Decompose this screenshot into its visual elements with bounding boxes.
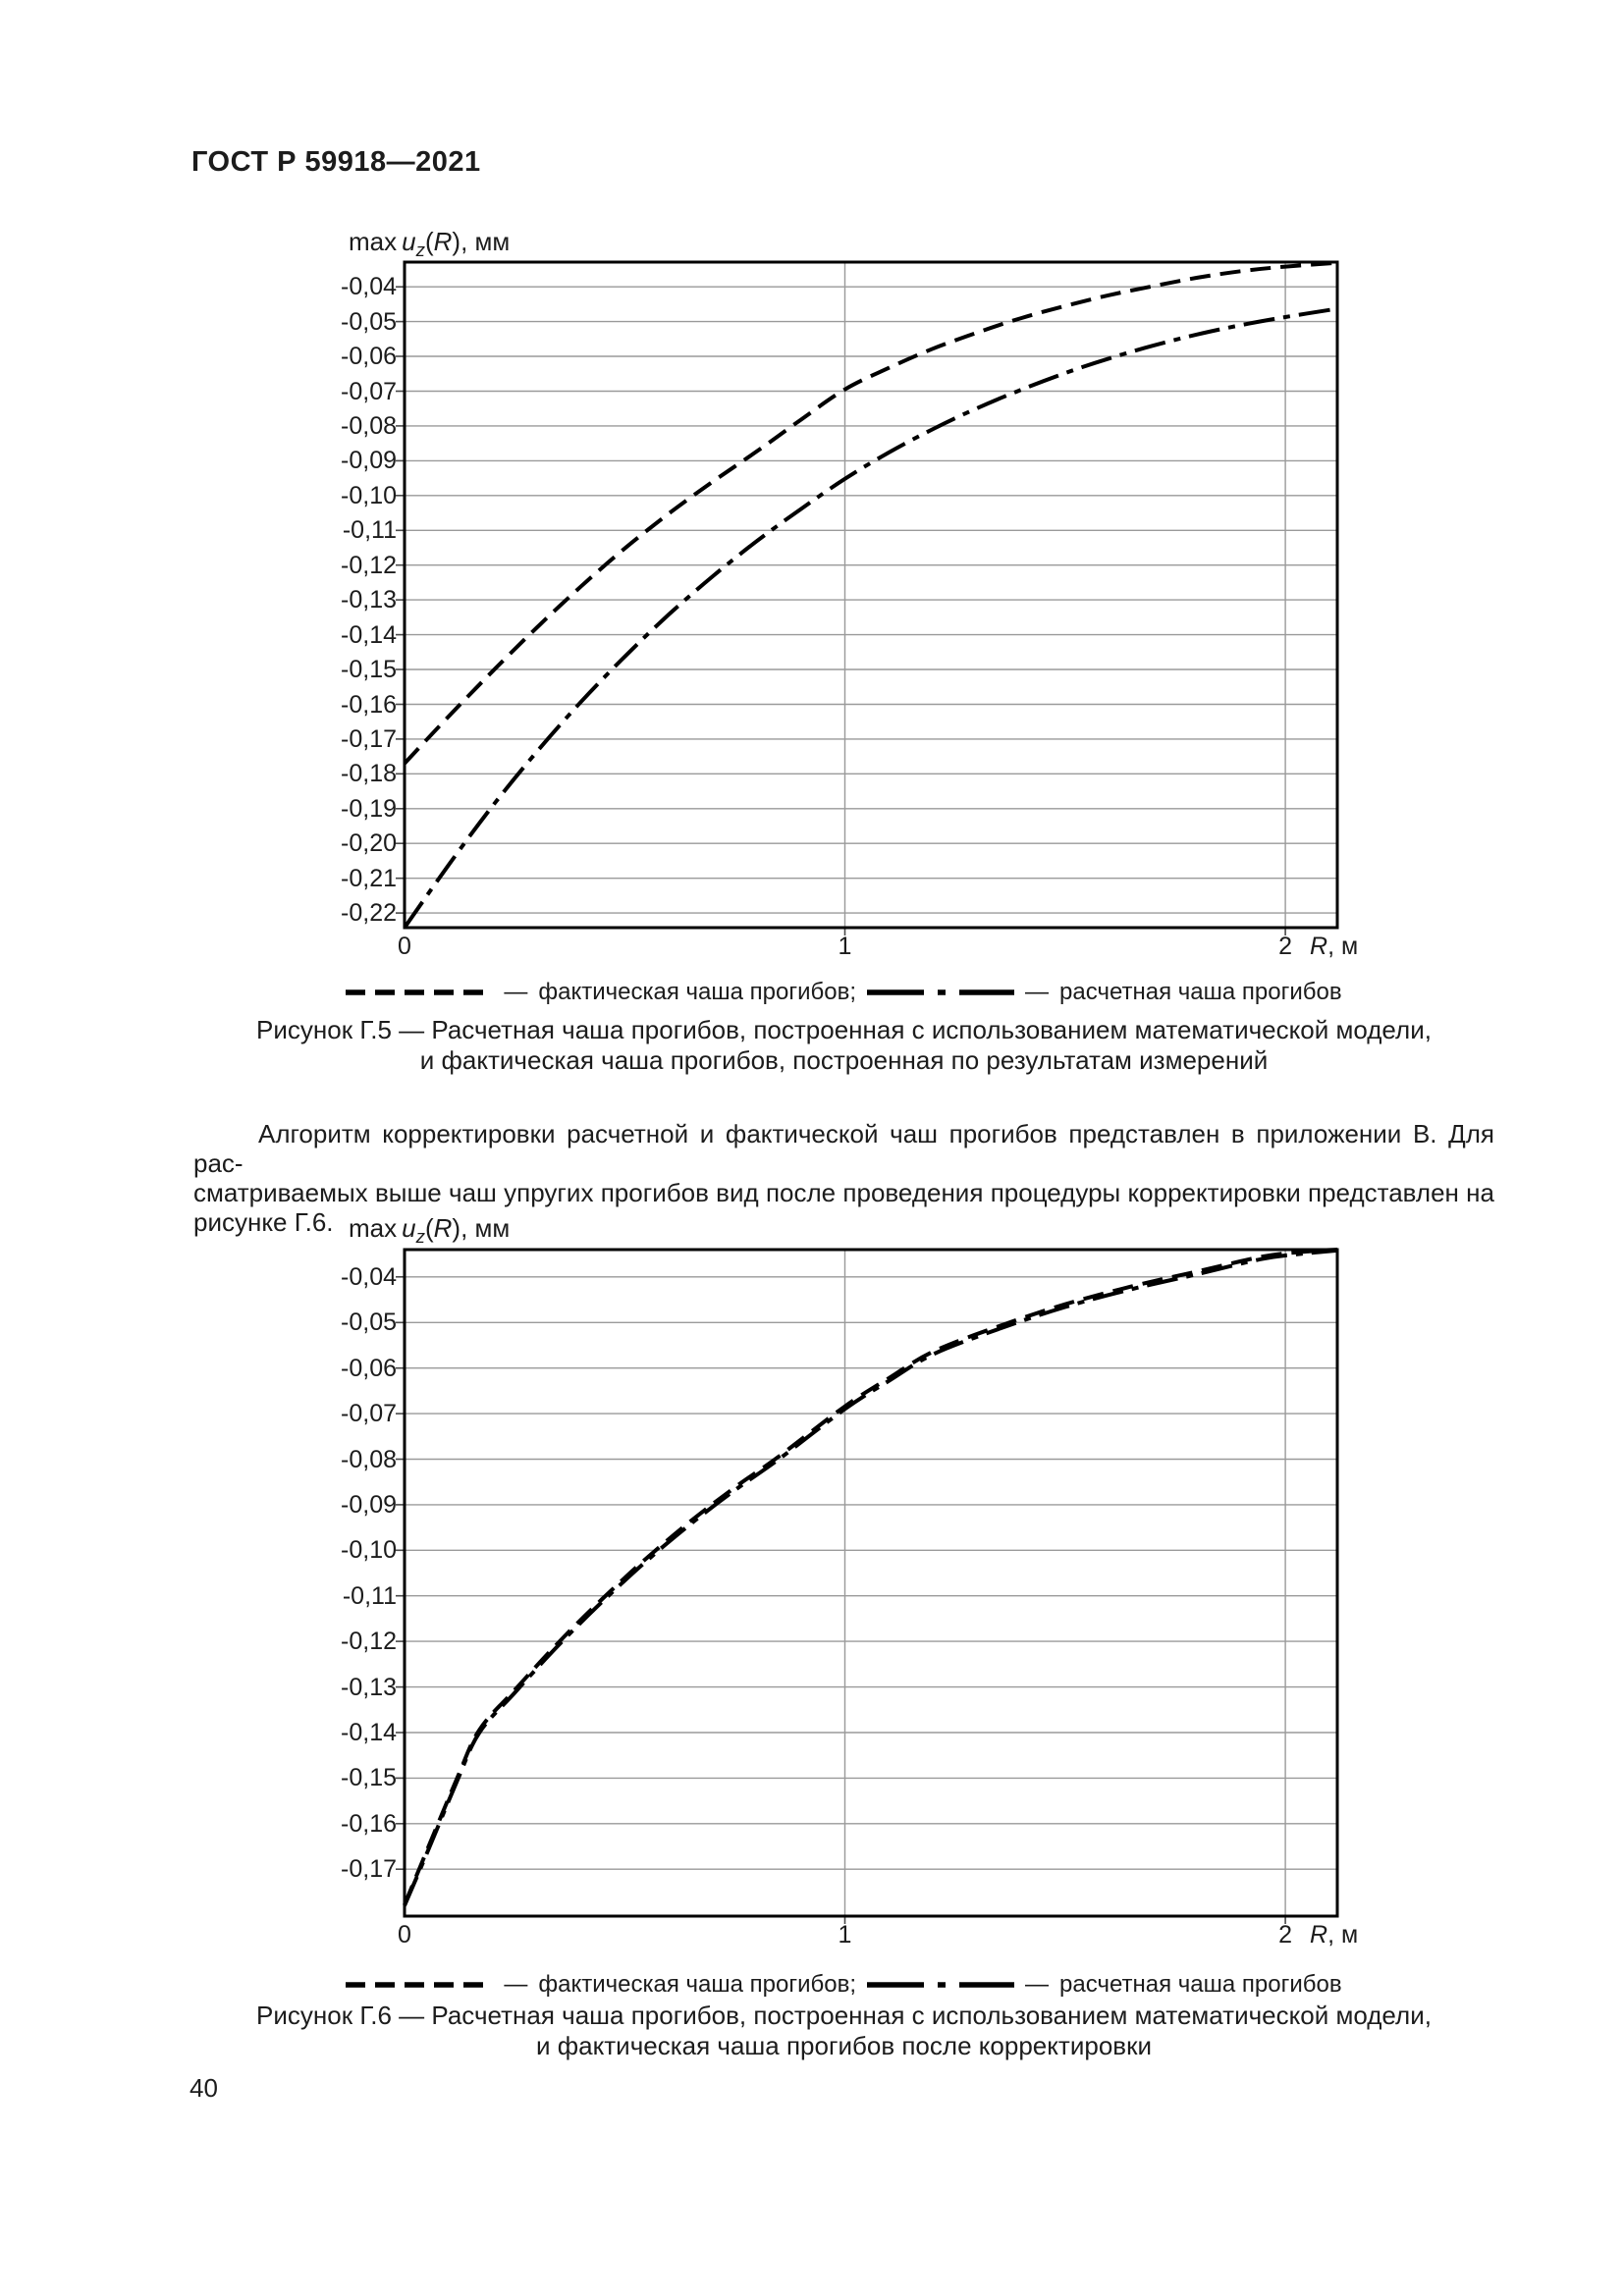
- y-tick-label: -0,14: [341, 1719, 397, 1746]
- y-tick-label: -0,10: [341, 1536, 397, 1565]
- y-tick-label: -0,07: [341, 1400, 397, 1428]
- x-axis-tick-labels: 0 1 2: [398, 928, 1337, 961]
- figure-g6-caption: Рисунок Г.6 — Расчетная чаша прогибов, п…: [193, 2001, 1494, 2061]
- curve-dashed: [403, 260, 1338, 766]
- page-number: 40: [189, 2073, 218, 2103]
- y-tick-label: -0,12: [341, 1628, 397, 1656]
- legend-separator: —: [1025, 979, 1050, 1005]
- y-tick-label: -0,07: [341, 377, 397, 405]
- y-tick-label: -0,17: [341, 724, 397, 753]
- x-axis-unit-label: R, м: [1310, 933, 1359, 960]
- axis-title-prefix: max: [349, 1213, 398, 1243]
- legend-separator: —: [1025, 1971, 1050, 1998]
- x-tick-label: 1: [838, 1921, 852, 1949]
- y-tick-label: -0,05: [341, 307, 397, 336]
- document-header: ГОСТ Р 59918—2021: [191, 146, 481, 178]
- y-tick-label: -0,10: [341, 481, 397, 509]
- curve-dashdot: [403, 306, 1338, 930]
- plot-canvas-fig5: [396, 260, 1339, 935]
- y-tick-label: -0,05: [341, 1308, 397, 1337]
- figure-g6-plot: -0,04 -0,05 -0,06 -0,07 -0,08 -0,09 -0,10 -0,11…: [341, 1248, 1358, 1949]
- y-tick-label: -0,15: [341, 656, 397, 683]
- y-tick-label: -0,16: [341, 690, 397, 719]
- legend-dashed-line-sample: [346, 989, 494, 995]
- legend-dashed-line-sample: [346, 1982, 494, 1988]
- y-tick-label: -0,14: [341, 620, 397, 649]
- y-tick-label: -0,17: [341, 1855, 397, 1884]
- legend-dashdot-line-sample: [867, 989, 1015, 995]
- y-axis-tick-labels: -0,04 -0,05 -0,06 -0,07 -0,08 -0,09 -0,10 -0,11…: [285, 1250, 397, 1916]
- y-axis-title-fig6: max uz(R), мм: [349, 1213, 511, 1248]
- legend-label-actual: фактическая чаша прогибов;: [538, 979, 857, 1005]
- plot-canvas-fig6: [396, 1248, 1339, 1924]
- x-axis-tick-labels: 0 1 2: [398, 1916, 1337, 1949]
- legend-label-computed: расчетная чаша прогибов: [1059, 979, 1342, 1005]
- legend-fig6: — фактическая чаша прогибов; — расчетная…: [193, 1971, 1494, 1999]
- y-tick-label: -0,13: [341, 1673, 397, 1701]
- legend-dashdot-line-sample: [867, 1982, 1015, 1988]
- axis-title-R: R: [433, 1213, 453, 1243]
- legend-fig5: — фактическая чаша прогибов; — расчетная…: [193, 979, 1494, 1006]
- legend-label-actual: фактическая чаша прогибов;: [538, 1971, 857, 1998]
- y-tick-label: -0,08: [341, 411, 397, 440]
- axis-title-prefix: max: [349, 227, 398, 256]
- caption-line-1: Рисунок Г.5 — Расчетная чаша прогибов, п…: [256, 1015, 1432, 1044]
- axis-title-u: u: [402, 1213, 416, 1243]
- y-tick-label: -0,04: [341, 273, 397, 301]
- y-tick-label: -0,04: [341, 1262, 397, 1291]
- legend-separator: —: [504, 1971, 528, 1998]
- x-tick-label: 0: [398, 933, 411, 960]
- y-tick-label: -0,19: [341, 794, 397, 823]
- curve-dashdot: [403, 1248, 1338, 1907]
- paragraph-line: Алгоритм корректировки расчетной и факти…: [193, 1119, 1494, 1178]
- figure-g5-caption: Рисунок Г.5 — Расчетная чаша прогибов, п…: [193, 1015, 1494, 1076]
- y-tick-label: -0,15: [341, 1764, 397, 1792]
- x-tick-label: 2: [1278, 933, 1293, 960]
- axis-title-u: u: [402, 227, 416, 256]
- y-tick-label: -0,12: [341, 551, 397, 579]
- curve-dashed: [403, 1248, 1338, 1906]
- plot-border: [403, 1248, 1339, 1918]
- y-tick-label: -0,20: [341, 829, 397, 858]
- axis-title-z: z: [415, 1226, 425, 1248]
- x-tick-label: 0: [398, 1921, 411, 1949]
- body-paragraph: Алгоритм корректировки расчетной и факти…: [193, 1119, 1494, 1237]
- paragraph-line: рисунке Г.6.: [193, 1207, 334, 1237]
- caption-line-1: Рисунок Г.6 — Расчетная чаша прогибов, п…: [256, 2001, 1432, 2030]
- axis-title-R: R: [433, 227, 453, 256]
- caption-line-2: и фактическая чаша прогибов, построенная…: [419, 1045, 1269, 1075]
- x-tick-label: 2: [1278, 1921, 1293, 1949]
- x-axis-unit-label: R, м: [1310, 1921, 1359, 1949]
- y-tick-label: -0,11: [342, 1581, 397, 1610]
- caption-line-2: и фактическая чаша прогибов после коррек…: [536, 2031, 1152, 2060]
- y-tick-label: -0,06: [341, 1354, 397, 1382]
- axis-title-z: z: [415, 240, 425, 261]
- y-tick-label: -0,06: [341, 343, 397, 370]
- y-tick-label: -0,16: [341, 1809, 397, 1838]
- paragraph-line: сматриваемых выше чаш упругих прогибов в…: [193, 1178, 1494, 1207]
- y-tick-label: -0,13: [341, 586, 397, 614]
- y-tick-label: -0,09: [341, 1490, 397, 1519]
- figure-g5-plot: -0,04 -0,05 -0,06 -0,07 -0,08 -0,09 -0,10 -0,11…: [341, 260, 1358, 960]
- y-axis-tick-labels: -0,04 -0,05 -0,06 -0,07 -0,08 -0,09 -0,10 -0,11…: [285, 262, 397, 928]
- y-tick-label: -0,11: [342, 516, 397, 545]
- y-axis-title-fig5: max uz(R), мм: [349, 227, 511, 261]
- y-tick-label: -0,09: [341, 447, 397, 475]
- y-tick-label: -0,21: [341, 864, 397, 892]
- legend-label-computed: расчетная чаша прогибов: [1059, 1971, 1342, 1998]
- x-tick-label: 1: [838, 933, 852, 960]
- y-tick-label: -0,18: [341, 760, 397, 788]
- y-tick-label: -0,08: [341, 1445, 397, 1473]
- y-tick-label: -0,22: [341, 899, 397, 928]
- legend-separator: —: [504, 979, 528, 1005]
- plot-border: [403, 260, 1339, 930]
